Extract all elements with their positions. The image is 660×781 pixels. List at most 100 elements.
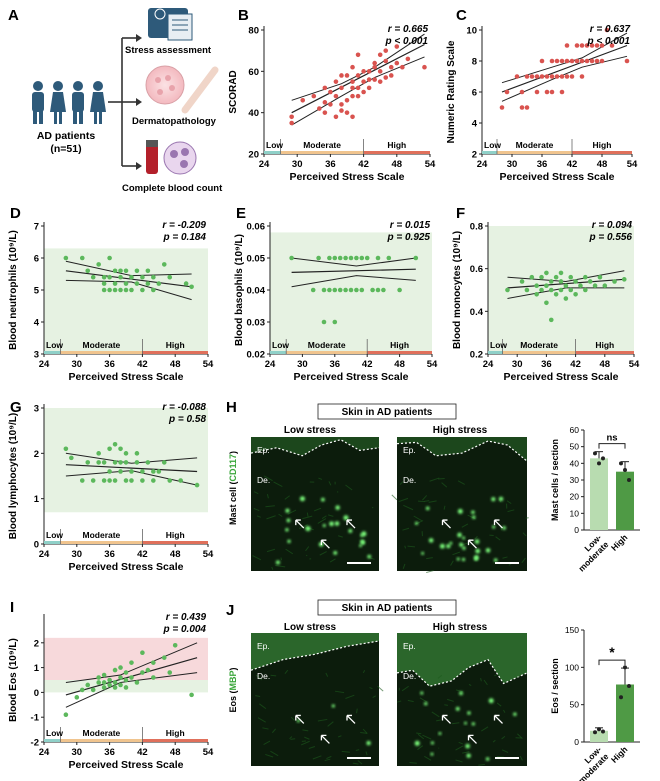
tissue-fiber <box>284 669 289 674</box>
tissue-fiber <box>398 497 409 503</box>
tissue-fiber <box>253 508 260 512</box>
patients-count: (n=51) <box>50 143 81 155</box>
stress-bar-low <box>44 541 61 544</box>
x-tick-label: 54 <box>203 549 214 560</box>
stress-bar-moderate <box>60 541 143 544</box>
x-tick-label: 54 <box>425 159 436 170</box>
data-point <box>63 446 69 452</box>
data-point <box>544 74 550 79</box>
data-point <box>337 287 343 293</box>
tissue-fiber <box>355 749 360 752</box>
tissue-fiber <box>422 734 432 740</box>
data-point <box>327 255 332 261</box>
stained-cell <box>466 753 471 758</box>
stress-bar-high <box>363 151 430 154</box>
stained-cell <box>461 557 466 562</box>
data-point <box>189 284 194 290</box>
step-complete-blood-count: Complete blood count <box>122 183 223 194</box>
data-point <box>578 283 583 289</box>
stained-cell <box>465 743 470 749</box>
tissue-fiber <box>337 735 342 738</box>
stained-cell <box>366 740 371 746</box>
panel-letter: E <box>236 205 246 222</box>
data-point <box>101 685 107 690</box>
data-point <box>375 287 381 293</box>
tissue-fiber <box>402 527 410 531</box>
y-tick-label: 30 <box>570 475 580 485</box>
data-point <box>300 97 306 103</box>
data-point <box>145 667 151 673</box>
reference-range-band <box>270 232 432 354</box>
cell-arrow <box>346 714 356 724</box>
data-point <box>519 279 525 284</box>
data-point <box>529 74 535 79</box>
bar-panels: 0 10 20 30 40 50 60 Mast cells / section Low-mod… <box>550 425 640 781</box>
data-point <box>348 255 354 261</box>
data-point <box>553 274 559 280</box>
x-tick-label: 30 <box>72 549 83 560</box>
y-tick-label: 0.6 <box>470 264 483 275</box>
epidermis-region <box>397 633 527 687</box>
tissue-fiber <box>305 546 310 552</box>
tissue-fiber <box>419 697 428 703</box>
tissue-fiber <box>263 475 273 482</box>
data-point <box>85 268 91 274</box>
tissue-fiber <box>416 732 422 735</box>
data-point <box>112 478 118 483</box>
r-value: r = 0.094 <box>592 220 633 231</box>
y-tick-label: 20 <box>570 492 580 502</box>
data-point <box>375 255 381 261</box>
tissue-fiber <box>325 672 329 677</box>
y-tick-label: 0.02 <box>247 350 266 361</box>
r-value: r = 0.665 <box>388 24 429 35</box>
data-point <box>504 89 510 95</box>
data-point <box>386 255 392 261</box>
data-point <box>377 52 383 58</box>
ci-lower-line <box>65 279 192 301</box>
tissue-fiber <box>501 749 509 753</box>
data-point <box>583 274 588 280</box>
data-point <box>361 69 366 74</box>
y-tick-label: 40 <box>248 108 259 119</box>
chart-f: F 24 30 36 42 48 54 0.2 0.4 0.6 0.8 Low Moderate High… <box>452 205 640 383</box>
tissue-fiber <box>450 560 454 566</box>
stained-cell <box>457 508 463 514</box>
y-tick-label: 40 <box>570 458 580 468</box>
tissue-fiber <box>483 679 488 686</box>
data-point <box>359 287 365 293</box>
data-point <box>573 291 578 297</box>
tissue-fiber <box>506 500 512 505</box>
patients-icon <box>32 81 106 124</box>
data-point <box>140 287 145 293</box>
stained-cell <box>285 508 290 513</box>
data-point <box>107 255 112 261</box>
tissue-fiber <box>263 740 271 745</box>
tissue-fiber <box>304 736 310 740</box>
x-tick-label: 42 <box>137 549 148 560</box>
bar <box>590 458 608 530</box>
tissue-fiber <box>480 677 482 682</box>
panel-letter: F <box>456 205 465 222</box>
data-point <box>96 262 101 267</box>
y-tick-label: 1 <box>34 494 40 505</box>
stress-bar-low <box>44 351 61 354</box>
category-label: Low-moderate <box>569 532 610 573</box>
panel-h-ylabel: Mast cell (CD117) <box>228 451 238 525</box>
tissue-fiber <box>418 500 425 503</box>
tissue-fiber <box>501 736 506 740</box>
y-axis-label: Eos / section <box>550 658 560 714</box>
tissue-fiber <box>478 763 486 766</box>
tissue-fiber <box>329 558 336 563</box>
data-point <box>112 460 118 465</box>
stress-low-label: Low <box>266 140 283 150</box>
x-tick-label: 24 <box>259 159 270 170</box>
y-tick-label: 0.4 <box>470 307 484 318</box>
tissue-fiber <box>422 495 428 501</box>
stress-low-label: Low <box>46 340 63 350</box>
ci-upper-line <box>507 270 625 283</box>
data-point <box>361 89 366 95</box>
data-point <box>107 682 112 688</box>
stained-cell <box>449 541 453 545</box>
stained-cell <box>430 741 434 745</box>
